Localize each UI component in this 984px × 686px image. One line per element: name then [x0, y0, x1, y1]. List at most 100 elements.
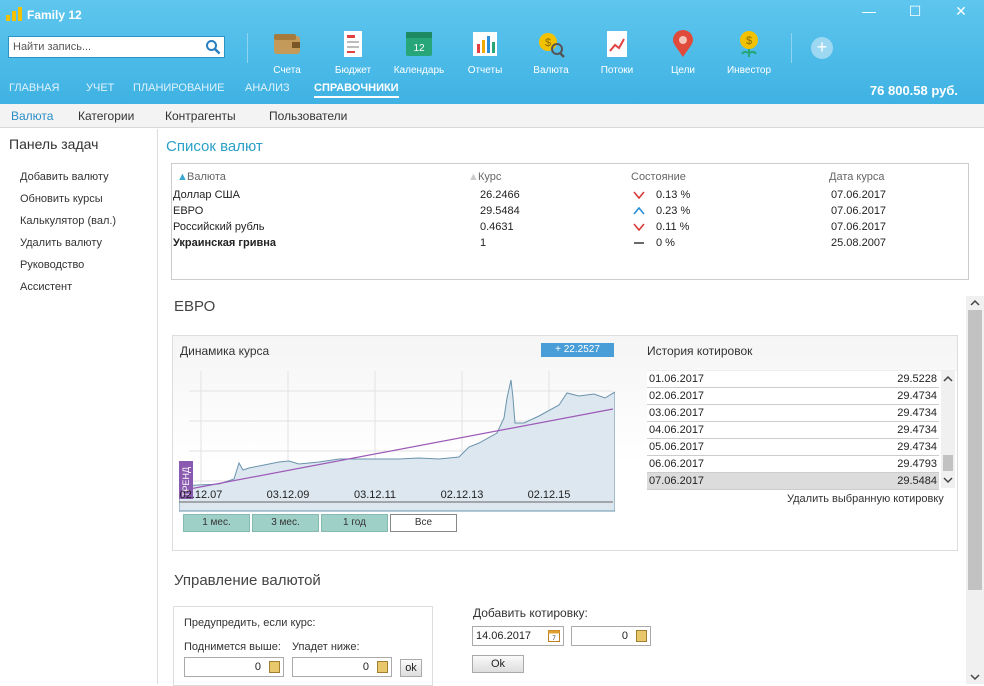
history-row[interactable]: 01.06.2017 29.5228	[647, 371, 939, 388]
task-calculator[interactable]: Калькулятор (вал.)	[20, 215, 117, 227]
scroll-down-icon[interactable]	[941, 474, 955, 486]
close-button[interactable]: ✕	[955, 3, 967, 19]
quote-value-input[interactable]: 0	[571, 626, 651, 646]
trend-line	[179, 408, 614, 492]
search-input[interactable]	[9, 37, 199, 57]
currency-date: 25.08.2007	[831, 237, 887, 249]
toolbar-budget-button[interactable]: Бюджет	[320, 30, 386, 78]
toolbar-currency-button[interactable]: $ Валюта	[518, 30, 584, 78]
quote-date-input[interactable]: 14.06.2017 7	[472, 626, 564, 646]
currency-rate: 1	[480, 237, 487, 249]
sub-nav: Валюта Категории Контрагенты Пользовател…	[0, 104, 984, 128]
add-quote-ok-button[interactable]: Ok	[472, 655, 524, 673]
balance-total: 76 800.58 руб.	[869, 83, 958, 98]
col-header-date[interactable]: Дата курса	[829, 171, 885, 183]
sort-asc-icon[interactable]: ▲	[177, 171, 188, 183]
x-tick-label: 02.12.07	[180, 489, 223, 501]
chart-title: Динамика курса	[180, 344, 270, 358]
trend-down-icon	[633, 191, 645, 200]
history-row[interactable]: 02.06.2017 29.4734	[647, 388, 939, 405]
table-row[interactable]: Доллар США 26.2466 0.13 % 07.06.2017	[172, 188, 968, 204]
history-row[interactable]: 05.06.2017 29.4734	[647, 439, 939, 456]
minimize-button[interactable]: —	[862, 3, 876, 19]
task-assistant[interactable]: Ассистент	[20, 281, 73, 293]
history-list: 01.06.2017 29.5228 02.06.2017 29.4734 03.0…	[647, 370, 957, 490]
history-date: 03.06.2017	[649, 407, 705, 419]
scroll-up-icon[interactable]	[941, 373, 955, 385]
toolbar-flows-button[interactable]: Потоки	[584, 30, 650, 78]
col-header-rate[interactable]: Курс	[478, 171, 502, 183]
app-logo-icon	[6, 7, 22, 21]
maximize-button[interactable]: ☐	[908, 3, 922, 19]
toolbar-calendar-button[interactable]: 12 Календарь	[386, 30, 452, 78]
history-row[interactable]: 06.06.2017 29.4793	[647, 456, 939, 473]
currency-name: ЕВРО	[173, 205, 204, 217]
currency-date: 07.06.2017	[831, 221, 887, 233]
delete-quote-link[interactable]: Удалить выбранную котировку	[787, 493, 944, 505]
search-icon[interactable]	[205, 39, 221, 55]
task-update-rates[interactable]: Обновить курсы	[20, 193, 103, 205]
nav-item-accounting[interactable]: УЧЕТ	[86, 82, 115, 94]
tab-categories[interactable]: Категории	[78, 109, 135, 123]
scroll-down-icon[interactable]	[966, 671, 984, 683]
fall-label: Упадет ниже:	[292, 641, 360, 653]
currency-rate: 29.5484	[480, 205, 520, 217]
calendar-icon[interactable]: 7	[548, 629, 560, 642]
nav-item-home[interactable]: ГЛАВНАЯ	[9, 82, 60, 94]
nav-item-references[interactable]: СПРАВОЧНИКИ	[314, 82, 399, 98]
scroll-up-icon[interactable]	[966, 297, 984, 309]
main-scrollbar[interactable]	[966, 296, 984, 684]
task-add-currency[interactable]: Добавить валюту	[20, 171, 109, 183]
range-1-month-button[interactable]: 1 мес.	[183, 514, 250, 532]
currency-date: 07.06.2017	[831, 205, 887, 217]
task-guide[interactable]: Руководство	[20, 259, 85, 271]
nav-item-planning[interactable]: ПЛАНИРОВАНИЕ	[133, 82, 225, 94]
range-1-year-button[interactable]: 1 год	[321, 514, 388, 532]
alert-label: Предупредить, если курс:	[184, 617, 316, 629]
table-row[interactable]: Российский рубль 0.4631 0.11 % 07.06.201…	[172, 220, 968, 236]
history-title: История котировок	[647, 344, 753, 358]
svg-text:7: 7	[552, 636, 556, 642]
history-row[interactable]: 04.06.2017 29.4734	[647, 422, 939, 439]
table-row[interactable]: ЕВРО 29.5484 0.23 % 07.06.2017	[172, 204, 968, 220]
calculator-icon[interactable]	[269, 661, 280, 673]
history-row-selected[interactable]: 07.06.2017 29.5484	[647, 473, 939, 490]
col-header-state[interactable]: Состояние	[631, 171, 686, 183]
range-3-months-button[interactable]: 3 мес.	[252, 514, 319, 532]
trend-flat-icon	[634, 242, 644, 244]
toolbar-accounts-button[interactable]: Счета	[254, 30, 320, 78]
tab-counterparties[interactable]: Контрагенты	[165, 109, 236, 123]
rate-chart[interactable]: ТРЕНД 02.12.07 03.12.09 03.12.11 02.12.1…	[179, 371, 615, 513]
toolbar-budget-label: Бюджет	[334, 65, 372, 76]
calculator-icon[interactable]	[636, 630, 647, 642]
history-date: 01.06.2017	[649, 373, 705, 385]
fall-threshold-input[interactable]: 0	[292, 657, 392, 677]
toolbar-goals-button[interactable]: Цели	[650, 30, 716, 78]
tab-currency[interactable]: Валюта	[11, 109, 54, 123]
sort-icon[interactable]: ▲	[468, 171, 479, 183]
toolbar-divider	[247, 33, 248, 63]
task-panel: Панель задач Добавить валюту Обновить ку…	[0, 129, 158, 684]
table-row[interactable]: Украинская гривна 1 0 % 25.08.2007	[172, 236, 968, 252]
x-tick-label: 02.12.15	[528, 489, 571, 501]
history-scroll-thumb[interactable]	[943, 455, 953, 471]
toolbar-investor-button[interactable]: $ Инвестор	[716, 30, 782, 78]
history-scrollbar[interactable]	[941, 371, 955, 488]
alert-ok-button[interactable]: ok	[400, 659, 422, 677]
col-header-currency[interactable]: Валюта	[187, 171, 226, 183]
reports-icon	[473, 32, 497, 56]
toolbar-reports-button[interactable]: Отчеты	[452, 30, 518, 78]
main-scroll-thumb[interactable]	[968, 310, 982, 590]
fall-threshold-value: 0	[362, 661, 369, 673]
task-delete-currency[interactable]: Удалить валюту	[20, 237, 102, 249]
history-date: 02.06.2017	[649, 390, 705, 402]
range-all-button[interactable]: Все	[390, 514, 457, 532]
add-toolbar-item-button[interactable]: +	[811, 37, 833, 59]
nav-item-analysis[interactable]: АНАЛИЗ	[245, 82, 290, 94]
calculator-icon[interactable]	[377, 661, 388, 673]
flows-icon	[607, 31, 627, 57]
tab-users[interactable]: Пользователи	[269, 109, 348, 123]
rise-threshold-input[interactable]: 0	[184, 657, 284, 677]
history-row[interactable]: 03.06.2017 29.4734	[647, 405, 939, 422]
app-title: Family 12	[27, 8, 82, 22]
